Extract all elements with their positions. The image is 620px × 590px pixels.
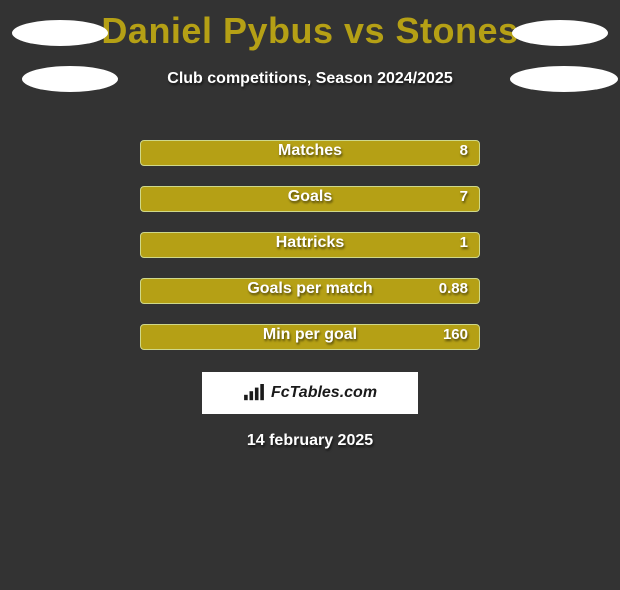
left-ellipse-decoration [12, 20, 108, 46]
stat-bar [140, 324, 480, 350]
brand-text: FcTables.com [271, 384, 377, 402]
stats-block: Matches 8 Goals 7 Hattricks 1 Goals per … [0, 130, 620, 360]
right-ellipse-decoration [512, 20, 608, 46]
stat-bar [140, 278, 480, 304]
stat-row: Matches 8 [0, 130, 620, 176]
footer-date: 14 february 2025 [0, 432, 620, 450]
stat-row: Min per goal 160 [0, 314, 620, 360]
stat-bar [140, 232, 480, 258]
right-ellipse-decoration [510, 66, 618, 92]
stat-bar [140, 186, 480, 212]
stat-row: Goals per match 0.88 [0, 268, 620, 314]
stat-bar [140, 140, 480, 166]
brand-badge[interactable]: FcTables.com [202, 372, 418, 414]
stat-row: Goals 7 [0, 176, 620, 222]
left-ellipse-decoration [22, 66, 118, 92]
stat-row: Hattricks 1 [0, 222, 620, 268]
bar-chart-icon [243, 384, 265, 402]
